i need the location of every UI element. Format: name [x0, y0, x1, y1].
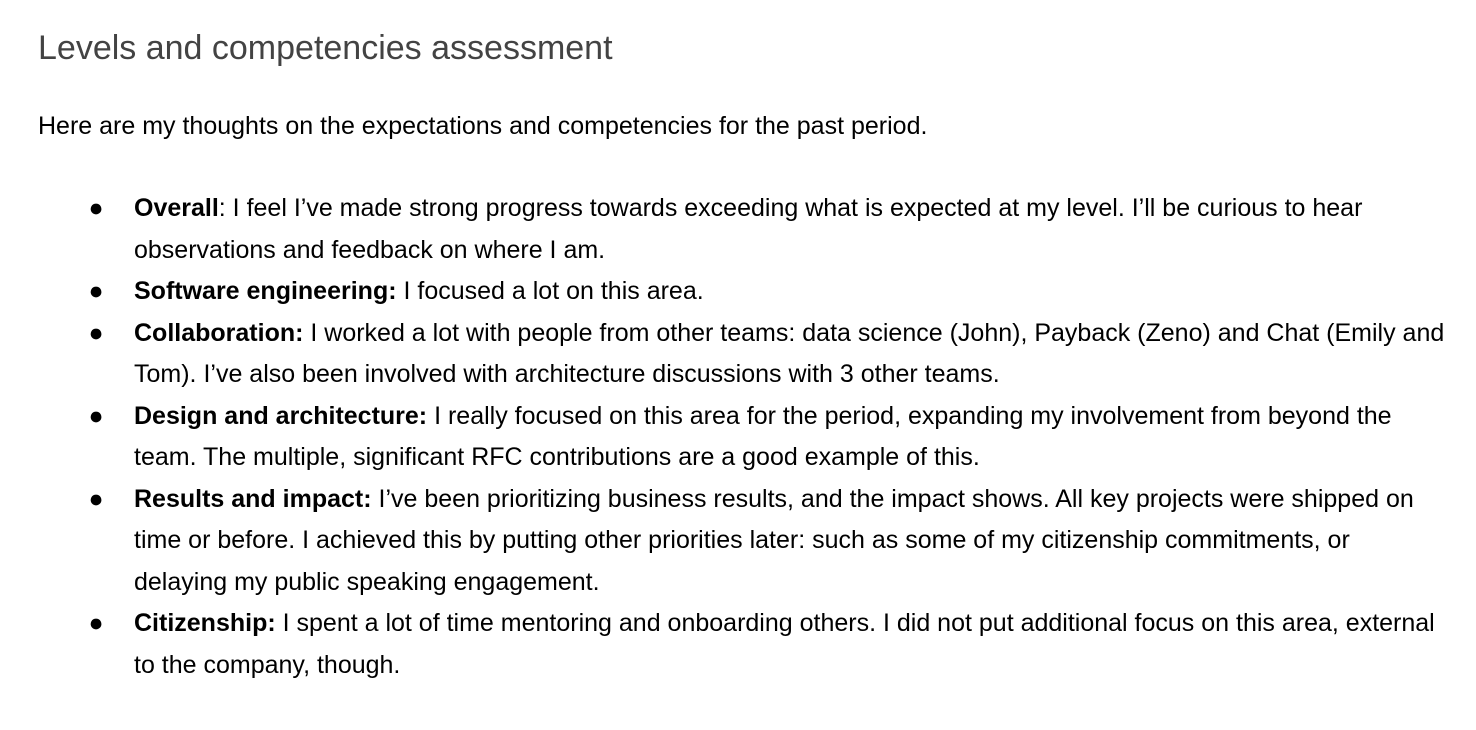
item-text: I spent a lot of time mentoring and onbo… [134, 609, 1435, 679]
bullet-icon: ● [88, 484, 104, 513]
list-item-citizenship: ● Citizenship: I spent a lot of time men… [0, 603, 1476, 686]
item-term: Overall [134, 194, 219, 222]
item-term: Software engineering: [134, 277, 397, 305]
intro-paragraph: Here are my thoughts on the expectations… [38, 112, 928, 140]
list-item-results-impact: ● Results and impact: I’ve been prioriti… [0, 479, 1476, 604]
item-text: I’ve been prioritizing business results,… [134, 484, 1414, 596]
document-title: Levels and competencies assessment [38, 29, 613, 67]
item-term: Results and impact: [134, 484, 372, 513]
bullet-icon: ● [88, 609, 104, 637]
list-item-collaboration: ● Collaboration: I worked a lot with peo… [0, 313, 1476, 396]
competency-list: ● Overall: I feel I’ve made strong progr… [0, 188, 1476, 686]
bullet-icon: ● [88, 318, 104, 347]
item-text: I really focused on this area for the pe… [134, 401, 1392, 472]
list-item-overall: ● Overall: I feel I’ve made strong progr… [0, 188, 1476, 271]
bullet-icon: ● [88, 401, 104, 430]
bullet-icon: ● [88, 194, 104, 222]
item-text: : I feel I’ve made strong progress towar… [134, 194, 1363, 264]
list-item-software-engineering: ● Software engineering: I focused a lot … [0, 271, 1476, 313]
bullet-icon: ● [88, 277, 104, 305]
item-term: Citizenship: [134, 609, 276, 637]
item-term: Design and architecture: [134, 401, 428, 430]
item-term: Collaboration: [134, 318, 304, 347]
item-text: I focused a lot on this area. [396, 277, 704, 305]
item-text: I worked a lot with people from other te… [134, 318, 1445, 389]
list-item-design-architecture: ● Design and architecture: I really focu… [0, 396, 1476, 479]
